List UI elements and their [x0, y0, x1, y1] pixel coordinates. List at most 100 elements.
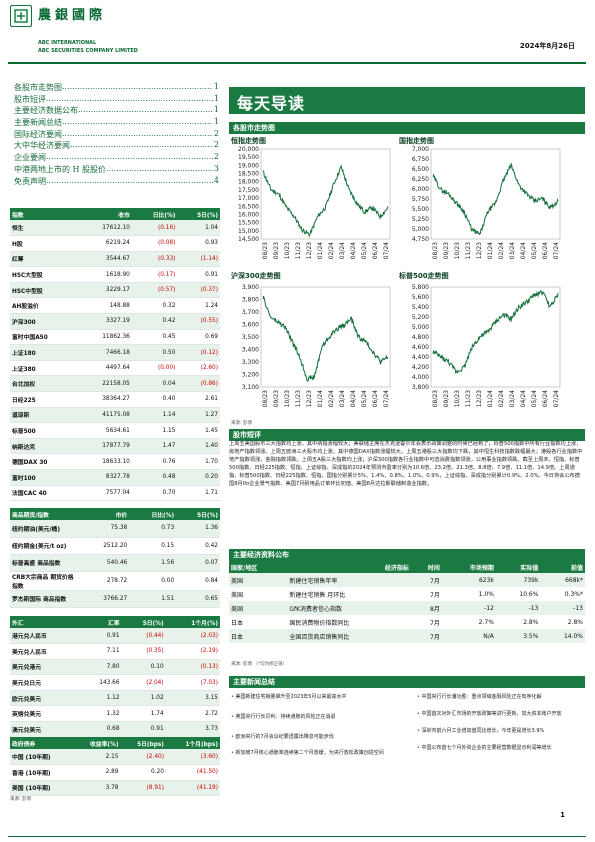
table-cell: 1.70: [177, 453, 220, 470]
table-row: 美国 新建住宅销售年率 7月 623k 739k 668k*: [229, 573, 585, 587]
column-header: 前值: [540, 561, 585, 573]
x-tick-label: 07/24: [553, 242, 560, 259]
x-tick-label: 12/23: [306, 390, 313, 407]
table-cell: 17612.10: [77, 220, 132, 237]
table-cell: 1.02: [121, 690, 166, 707]
page-number: 1: [560, 811, 565, 819]
toc-item-title[interactable]: 国际经济要闻: [14, 129, 62, 139]
x-tick-label: 02/24: [498, 242, 505, 259]
toc-item[interactable]: 主要新闻总结 1: [14, 117, 219, 129]
y-tick-label: 14,500: [238, 236, 259, 243]
y-tick-label: 5,600: [412, 294, 429, 301]
toc-item-page: 1: [213, 117, 219, 127]
y-tick-label: 16,000: [238, 211, 259, 218]
toc-item-title[interactable]: 主要新闻总结: [14, 118, 62, 128]
table-cell: 0.91: [121, 721, 166, 738]
toc-item[interactable]: 免责声明 4: [14, 176, 219, 188]
news-item: • 中国公布首七个月外资企业的主要经营数据显示利润等增长: [417, 745, 583, 752]
table-cell: 罗杰斯国际 商品指数: [10, 590, 80, 608]
news-item: • 中国央行行长潘功胜：重点领域金融风险正在有序化解: [417, 694, 583, 701]
toc-item[interactable]: 大中华经济要闻 2: [14, 140, 219, 152]
bullet-icon: •: [231, 714, 236, 720]
x-tick-label: 11/23: [295, 390, 302, 407]
y-tick-label: 18,000: [238, 179, 259, 186]
x-tick-label: 03/24: [509, 390, 516, 407]
table-cell: 1.36: [176, 520, 220, 538]
table-cell: 标普500: [10, 422, 78, 439]
chart-section-header: 各股市走势图: [229, 122, 585, 134]
table-cell: -12: [441, 601, 496, 615]
spx-line-chart: 5,800 5,600 5,400 5,200 5,000 4,800 4,600 4,400…: [412, 284, 561, 407]
toc-item-title[interactable]: 主要经济数据公布: [14, 106, 78, 116]
toc-item-title[interactable]: 中港两地上市的 H 股股价: [14, 164, 107, 174]
x-tick-label: 03/24: [509, 242, 516, 259]
bullet-icon: •: [231, 734, 236, 740]
toc-item[interactable]: 各股市走势图 1: [14, 82, 219, 94]
price-line: [262, 164, 389, 238]
y-tick-label: 6,000: [412, 186, 429, 193]
table-cell: (7.03): [165, 674, 220, 691]
toc-item[interactable]: 主要经济数据公布 1: [14, 105, 219, 117]
table-row: 美元兑人民币 7.11 (0.35) (2.19): [10, 643, 220, 660]
table-cell: 0.10: [121, 659, 166, 676]
table-row: 香港 (10年期) 2.89 0.20 (41.50): [10, 764, 220, 781]
table-cell: 沪深300: [10, 313, 78, 330]
brand-company-en: ABC SECURITIES COMPANY LIMITED: [38, 48, 138, 54]
toc-item-page: 1: [213, 93, 219, 103]
csi300-line-chart: 3,900 3,800 3,700 3,600 3,500 3,400 3,300 3,200…: [242, 284, 391, 407]
table-cell: 新建住宅销售年率: [287, 573, 411, 587]
toc-item-title[interactable]: 免责声明: [14, 176, 46, 186]
table-cell: 2512.20: [80, 537, 130, 555]
commodity-table: 商品期货/指数 市价 日比(%) 5日(%) 纽约期油(美元/桶) 75.38 0.73 1.…: [10, 508, 220, 608]
y-tick-label: 3,300: [242, 359, 259, 366]
toc-item-title[interactable]: 大中华经济要闻: [14, 141, 70, 151]
y-tick-label: 19,000: [238, 162, 259, 169]
toc-item-title[interactable]: 企业要闻: [14, 153, 46, 163]
table-cell: (0.16): [131, 220, 178, 237]
toc-item[interactable]: 股市短评 1: [14, 94, 219, 106]
y-tick-label: 17,000: [238, 195, 259, 202]
table-cell: 0.20: [120, 764, 166, 781]
bullet-icon: •: [417, 711, 422, 717]
toc-item[interactable]: 企业要闻 2: [14, 152, 219, 164]
table-row: 上证380 4497.64 (0.00) (2.60): [10, 360, 220, 377]
table-cell: 0.50: [131, 344, 178, 361]
news-item: • 新加坡7月核心通胀率连续第二个月放缓，为央行放松政策创造空间: [231, 750, 407, 757]
toc-item-title[interactable]: 股市短评: [14, 94, 46, 104]
table-cell: 7月: [430, 619, 440, 627]
toc-item-title[interactable]: 各股市走势图: [14, 83, 62, 92]
table-cell: AH股溢价: [10, 297, 78, 315]
toc-item[interactable]: 国际经济要闻 2: [14, 129, 219, 141]
y-tick-label: 3,900: [242, 284, 259, 291]
y-tick-label: 5,200: [412, 314, 429, 321]
table-cell: 纽约期油(美元/桶): [10, 520, 80, 538]
table-cell: 香港 (10年期): [10, 764, 73, 781]
table-cell: 标普高盛 商品指数: [10, 554, 80, 572]
hscei-chart-title: 国指走势图: [399, 137, 434, 145]
table-cell: 0.70: [131, 485, 178, 502]
econ-table: 国家/地区 经济指标 时间 市场预期 实际值 前值 美国 新建住宅销售年率 7月 623k 739k…: [229, 561, 585, 643]
table-of-contents: 各股市走势图1股市短评1主要经济数据公布1主要新闻总结1国际经济要闻2大中华经济…: [14, 82, 219, 187]
table-cell: 623k: [441, 573, 496, 587]
table-cell: (2.03): [165, 628, 220, 645]
y-tick-label: 3,600: [242, 322, 259, 329]
news-item: • 深圳市前六月工业增加值同比增长，今年更是增长3.9%: [417, 728, 583, 735]
x-tick-label: 03/24: [339, 242, 346, 259]
table-cell: 7577.04: [77, 485, 132, 502]
table-cell: 3229.17: [77, 282, 132, 299]
table-cell: (8.91): [120, 780, 166, 797]
index-table: 指数 收市 日比(%) 5日(%) 恒生 17612.10 (0.16) 1.04 H股 6219…: [10, 208, 220, 502]
table-cell: 上证180: [10, 344, 78, 361]
y-tick-label: 3,100: [242, 384, 259, 391]
y-tick-label: 5,250: [412, 216, 429, 223]
toc-item[interactable]: 中港两地上市的 H 股股价 3: [14, 164, 219, 176]
table-cell: 美元兑港元: [10, 659, 79, 676]
news-item: • 美国新建住宅销量飙升至2023年5月以来最高水平: [231, 694, 407, 701]
table-cell: 8月: [410, 601, 442, 615]
table-cell: 日经225: [10, 391, 78, 408]
toc-item-page: 2: [213, 152, 219, 162]
table-cell: GfK消费者信心指数: [287, 601, 411, 615]
price-line: [432, 163, 559, 236]
table-row: 道琼斯 41175.08 1.14 1.27: [10, 407, 220, 424]
